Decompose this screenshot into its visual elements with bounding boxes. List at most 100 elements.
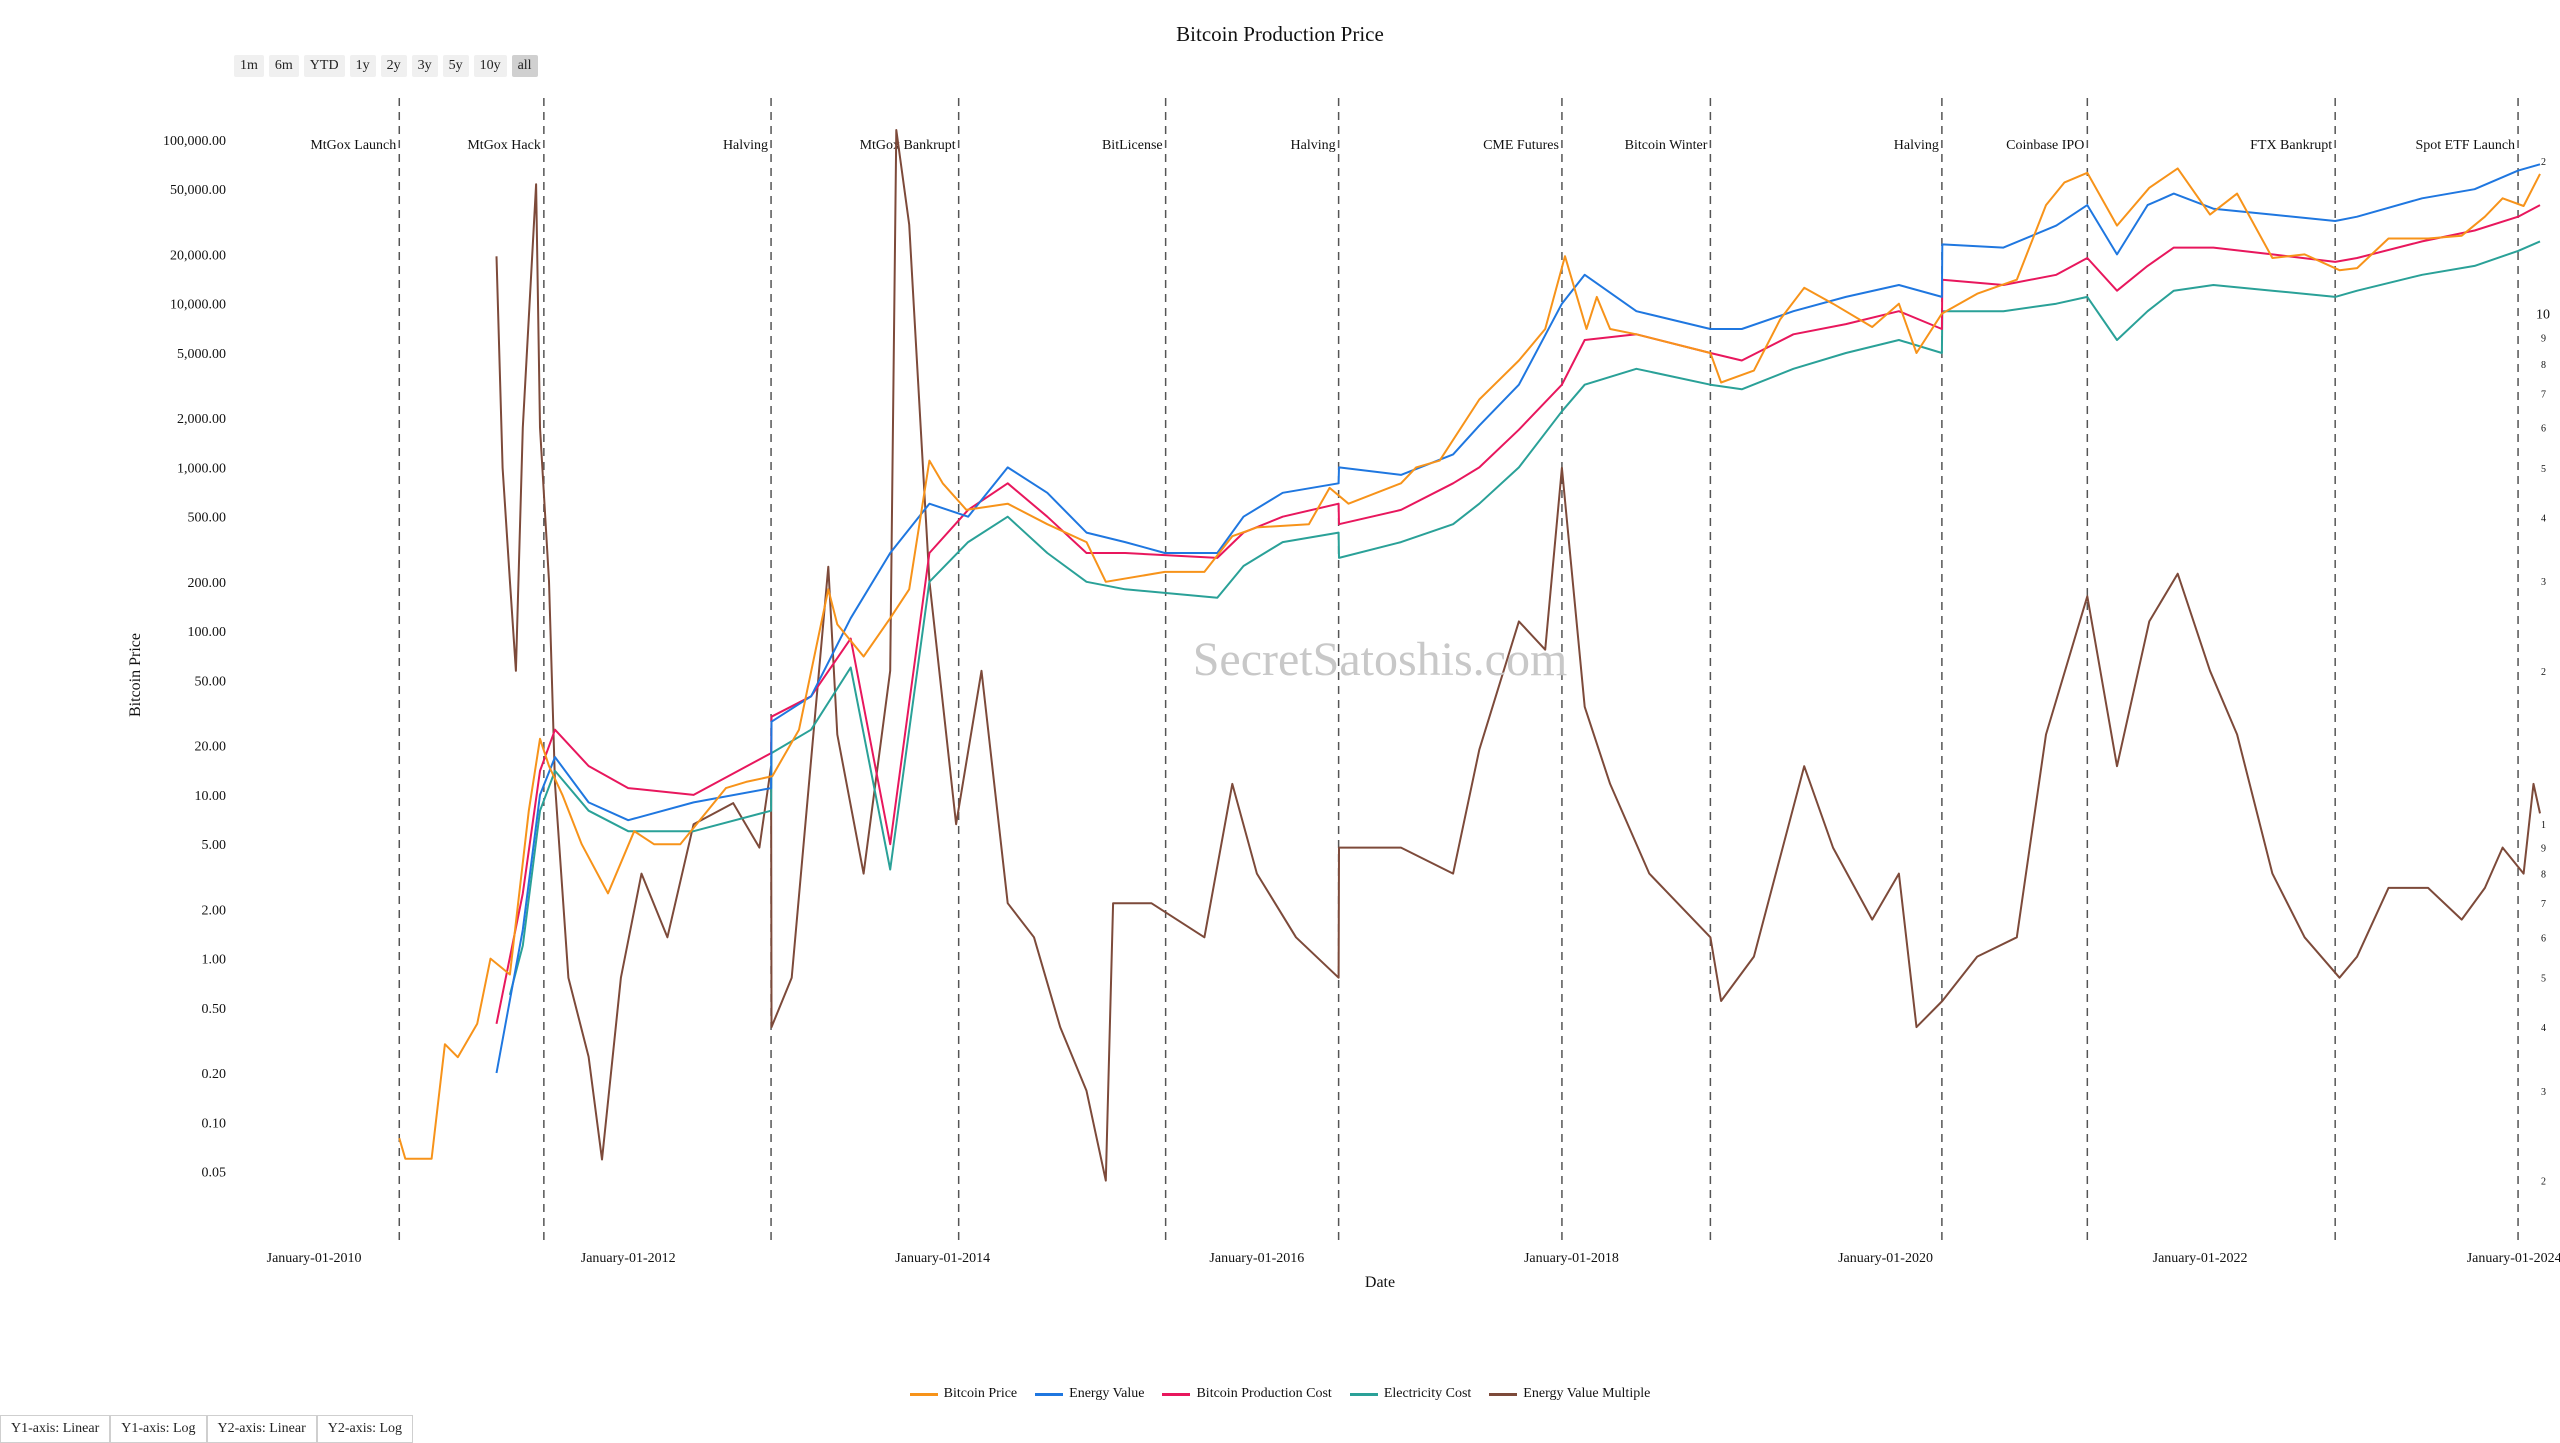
y-tick-label: 200.00 <box>188 576 227 591</box>
range-button-6m[interactable]: 6m <box>268 55 299 77</box>
series-line-energy-value <box>495 163 2541 1074</box>
legend-item[interactable]: Energy Value Multiple <box>1489 1386 1650 1402</box>
y-tick-label: 100,000.00 <box>163 134 226 149</box>
y-tick-label: 10,000.00 <box>170 298 226 313</box>
legend-label: Energy Value <box>1069 1386 1145 1401</box>
y2-tick-label: 3 <box>2541 1087 2546 1098</box>
axis-scale-button[interactable]: Y1-axis: Log <box>110 1415 207 1443</box>
event-markers: MtGox Launch MtGox Hack Halving MtGox Bankr… <box>310 98 2519 1245</box>
y-tick-label: 2.00 <box>202 903 227 918</box>
y2-tick-label: 5 <box>2541 974 2546 985</box>
series-line-bitcoin-price <box>398 167 2541 1160</box>
x-tick-label: January-01-2020 <box>1838 1251 1933 1266</box>
y2-tick-label: 6 <box>2541 933 2546 944</box>
watermark: SecretSatoshis.com <box>1193 633 1568 686</box>
y-tick-label: 100.00 <box>188 625 227 640</box>
event-label: MtGox Bankrupt <box>860 138 956 153</box>
event-label: MtGox Launch <box>310 138 396 153</box>
y2-axis: 2 10 9 8 7 6 5 4 3 2 1 9 8 7 6 5 4 3 2 <box>2536 157 2550 1188</box>
x-tick-label: January-01-2024 <box>2467 1251 2560 1266</box>
y-tick-label: 20,000.00 <box>170 248 226 263</box>
range-button-1y[interactable]: 1y <box>349 55 376 77</box>
legend-label: Bitcoin Price <box>943 1386 1018 1401</box>
event-label: Halving <box>723 138 768 153</box>
y-tick-label: 50.00 <box>195 674 227 689</box>
legend-label: Electricity Cost <box>1383 1386 1472 1401</box>
y-tick-label: 1.00 <box>202 953 227 968</box>
legend-item[interactable]: Energy Value <box>1035 1386 1144 1402</box>
series-lines <box>398 129 2541 1182</box>
event-label: Bitcoin Winter <box>1625 138 1708 153</box>
x-tick-label: January-01-2022 <box>2153 1251 2248 1266</box>
x-tick-label: January-01-2018 <box>1524 1251 1619 1266</box>
y-tick-label: 2,000.00 <box>177 412 226 427</box>
range-button-2y[interactable]: 2y <box>380 55 407 77</box>
x-tick-label: January-01-2012 <box>581 1251 676 1266</box>
y2-tick-label: 10 <box>2536 307 2550 322</box>
y2-tick-label: 8 <box>2541 360 2546 371</box>
y-tick-label: 5,000.00 <box>177 347 226 362</box>
event-label: FTX Bankrupt <box>2250 138 2332 153</box>
legend-label: Energy Value Multiple <box>1523 1386 1651 1401</box>
event-label: MtGox Hack <box>467 138 541 153</box>
y-tick-label: 5.00 <box>202 838 227 853</box>
y-tick-label: 20.00 <box>195 740 227 755</box>
legend-item[interactable]: Bitcoin Production Cost <box>1162 1386 1332 1402</box>
x-tick-label: January-01-2014 <box>895 1251 990 1266</box>
x-axis: January-01-2010 January-01-2012 January-01… <box>267 1251 2560 1266</box>
legend-item[interactable]: Bitcoin Price <box>909 1386 1018 1402</box>
legend-swatch <box>909 1392 938 1396</box>
range-button-1m[interactable]: 1m <box>234 55 264 77</box>
x-axis-label: Date <box>1365 1274 1395 1291</box>
y2-tick-label: 4 <box>2541 1023 2546 1034</box>
series-line-electricity-cost <box>508 240 2541 996</box>
y2-tick-label: 9 <box>2541 844 2546 855</box>
y2-tick-label: 5 <box>2541 464 2546 475</box>
event-label: Spot ETF Launch <box>2416 138 2516 153</box>
y2-tick-label: 2 <box>2541 157 2546 168</box>
y2-tick-label: 3 <box>2541 577 2546 588</box>
axis-scale-button[interactable]: Y2-axis: Log <box>316 1415 414 1443</box>
event-label: Coinbase IPO <box>2006 138 2084 153</box>
y2-tick-label: 2 <box>2541 667 2546 678</box>
y-tick-label: 500.00 <box>188 511 227 526</box>
axis-scale-button[interactable]: Y1-axis: Linear <box>0 1415 111 1443</box>
y-tick-label: 0.05 <box>202 1166 227 1181</box>
y2-tick-label: 7 <box>2541 389 2546 400</box>
y2-tick-label: 6 <box>2541 424 2546 435</box>
legend-swatch <box>1035 1392 1064 1396</box>
chart-title: Bitcoin Production Price <box>1176 22 1384 46</box>
chart-canvas: MtGox Launch MtGox Hack Halving MtGox Bankr… <box>127 98 2560 1291</box>
event-label: Halving <box>1291 138 1336 153</box>
series-line-bitcoin-production-cost <box>495 204 2541 1024</box>
legend-swatch <box>1489 1392 1518 1396</box>
x-tick-label: January-01-2016 <box>1209 1251 1304 1266</box>
legend-swatch <box>1349 1392 1378 1396</box>
y-tick-label: 0.10 <box>202 1116 227 1131</box>
range-button-3y[interactable]: 3y <box>411 55 438 77</box>
y2-tick-label: 1 <box>2541 820 2546 831</box>
range-button-ytd[interactable]: YTD <box>303 55 345 77</box>
y-tick-label: 0.50 <box>202 1002 227 1017</box>
range-button-all[interactable]: all <box>511 55 538 77</box>
y2-tick-label: 4 <box>2541 513 2546 524</box>
y2-tick-label: 8 <box>2541 870 2546 881</box>
y-axis: 100,000.00 50,000.00 20,000.00 10,000.00 5,0… <box>163 134 226 1181</box>
y-tick-label: 50,000.00 <box>170 183 226 198</box>
y-tick-label: 0.20 <box>202 1067 227 1082</box>
range-selector: 1m 6m YTD 1y 2y 3y 5y 10y all <box>234 55 538 77</box>
range-button-10y[interactable]: 10y <box>473 55 507 77</box>
legend-label: Bitcoin Production Cost <box>1196 1386 1332 1401</box>
legend: Bitcoin Price Energy Value Bitcoin Product… <box>0 1386 2560 1402</box>
event-label: CME Futures <box>1483 138 1559 153</box>
axis-scale-button[interactable]: Y2-axis: Linear <box>206 1415 317 1443</box>
axis-scale-buttons: Y1-axis: Linear Y1-axis: Log Y2-axis: Line… <box>0 1415 414 1443</box>
legend-swatch <box>1162 1392 1191 1396</box>
legend-item[interactable]: Electricity Cost <box>1349 1386 1472 1402</box>
y2-tick-label: 7 <box>2541 899 2546 910</box>
range-button-5y[interactable]: 5y <box>442 55 469 77</box>
event-label: Halving <box>1894 138 1939 153</box>
y2-tick-label: 9 <box>2541 334 2546 345</box>
y-tick-label: 10.00 <box>195 789 227 804</box>
y2-tick-label: 2 <box>2541 1177 2546 1188</box>
